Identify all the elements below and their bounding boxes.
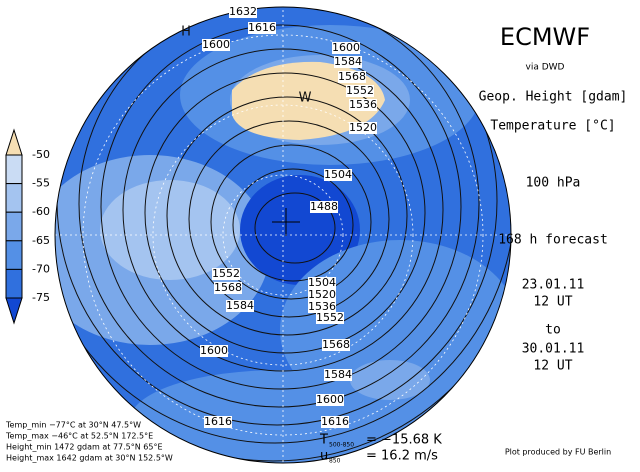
contour — [210, 144, 372, 300]
label-box — [226, 300, 254, 312]
contour-label: 1600 — [200, 344, 228, 357]
u-value: = 16.2 m/s — [366, 449, 438, 464]
stat: Temp_max −46°C at 52.5°N 172.5°E — [5, 432, 153, 441]
label-box — [316, 394, 344, 406]
contour-label: 1616 — [248, 21, 276, 34]
contour — [144, 72, 426, 354]
contour-label: 1616 — [204, 415, 232, 428]
time: 12 UT — [533, 295, 572, 310]
contour-label: 1600 — [316, 393, 344, 406]
map-fields — [55, 7, 511, 463]
colorbar-label: -65 — [32, 234, 50, 247]
label-box — [349, 99, 377, 111]
t-value: = −15.68 K — [366, 433, 442, 448]
contour-label: 1552 — [346, 84, 374, 97]
source: via DWD — [526, 63, 565, 73]
label-box — [212, 268, 240, 280]
label-box — [202, 39, 230, 51]
contour — [188, 120, 390, 318]
stat: Temp_min −77°C at 30°N 47.5°W — [5, 421, 141, 430]
label-box — [338, 71, 366, 83]
globe-border — [54, 6, 512, 464]
marker: H — [181, 25, 191, 40]
colorbar-swatch — [5, 128, 23, 156]
colorbar-swatch — [5, 297, 23, 325]
colorbar-swatch — [5, 268, 23, 299]
to: to — [545, 323, 561, 338]
contour-label: 1552 — [316, 311, 344, 324]
contour — [78, 7, 480, 408]
contour-label: 1584 — [324, 368, 352, 381]
label-box — [321, 416, 349, 428]
label-box — [316, 312, 344, 324]
u-sub: 850 — [329, 458, 341, 465]
contour-label: 1584 — [334, 55, 362, 68]
contour-label: 1504 — [308, 276, 336, 289]
stat: Height_min 1472 gdam at 77.5°N 65°E — [6, 443, 163, 452]
contour — [166, 96, 408, 336]
t-sub: 500-850 — [329, 442, 354, 449]
label-box — [324, 169, 352, 181]
label-box — [324, 369, 352, 381]
contour-label: 1600 — [332, 41, 360, 54]
contour-label: 1568 — [214, 281, 242, 294]
label-box — [349, 122, 377, 134]
contour-label: 1600 — [202, 38, 230, 51]
contour-label: 1616 — [321, 415, 349, 428]
contour-label: 1584 — [226, 299, 254, 312]
contour — [232, 168, 354, 282]
contour-label: 1568 — [338, 70, 366, 83]
u-symbol: u — [320, 449, 328, 464]
label-box — [346, 85, 374, 97]
contour-label: 1568 — [322, 338, 350, 351]
label-box — [200, 345, 228, 357]
date: 23.01.11 — [522, 278, 585, 293]
marker: W — [299, 91, 312, 106]
field-label: Geop. Height [gdam] — [479, 90, 628, 105]
contour-label: 1504 — [324, 168, 352, 181]
contour-label: 1488 — [310, 200, 338, 213]
level: 100 hPa — [526, 176, 581, 191]
field-label: Temperature [°C] — [490, 119, 615, 134]
colorbar-label: -50 — [32, 148, 50, 161]
label-box — [322, 339, 350, 351]
label-box — [248, 22, 276, 34]
label-box — [214, 282, 242, 294]
contour-label: 1520 — [308, 288, 336, 301]
contour — [55, 7, 511, 462]
label-box — [308, 301, 336, 313]
contour-label: 1632 — [229, 5, 257, 18]
stat: Height_max 1642 gdam at 30°N 152.5°W — [6, 454, 173, 463]
contour — [254, 192, 336, 264]
label-box — [310, 201, 338, 213]
label-box — [308, 289, 336, 301]
label-box — [204, 416, 232, 428]
t-symbol: T — [319, 433, 328, 448]
colorbar-swatch — [5, 154, 23, 185]
label-box — [334, 56, 362, 68]
label-box — [229, 6, 257, 18]
label-box — [308, 277, 336, 289]
colorbar-swatch — [5, 211, 23, 242]
contour — [100, 24, 462, 390]
colorbar-label: -55 — [32, 177, 50, 190]
contour-label: 1536 — [349, 98, 377, 111]
label-box — [332, 42, 360, 54]
colorbar-label: -75 — [32, 291, 50, 304]
colorbar-swatch — [5, 240, 23, 270]
contour — [55, 7, 511, 444]
colorbar-label: -70 — [32, 262, 50, 275]
colorbar-swatch — [5, 183, 23, 213]
forecast: 168 h forecast — [498, 233, 608, 248]
date: 30.01.11 — [522, 342, 585, 357]
time: 12 UT — [533, 359, 572, 374]
colorbar-label: -60 — [32, 205, 50, 218]
contour-label: 1536 — [308, 300, 336, 313]
credit: Plot produced by FU Berlin — [505, 448, 611, 457]
title: ECMWF — [500, 23, 590, 51]
contour-label: 1552 — [212, 267, 240, 280]
contour-label: 1520 — [349, 121, 377, 134]
